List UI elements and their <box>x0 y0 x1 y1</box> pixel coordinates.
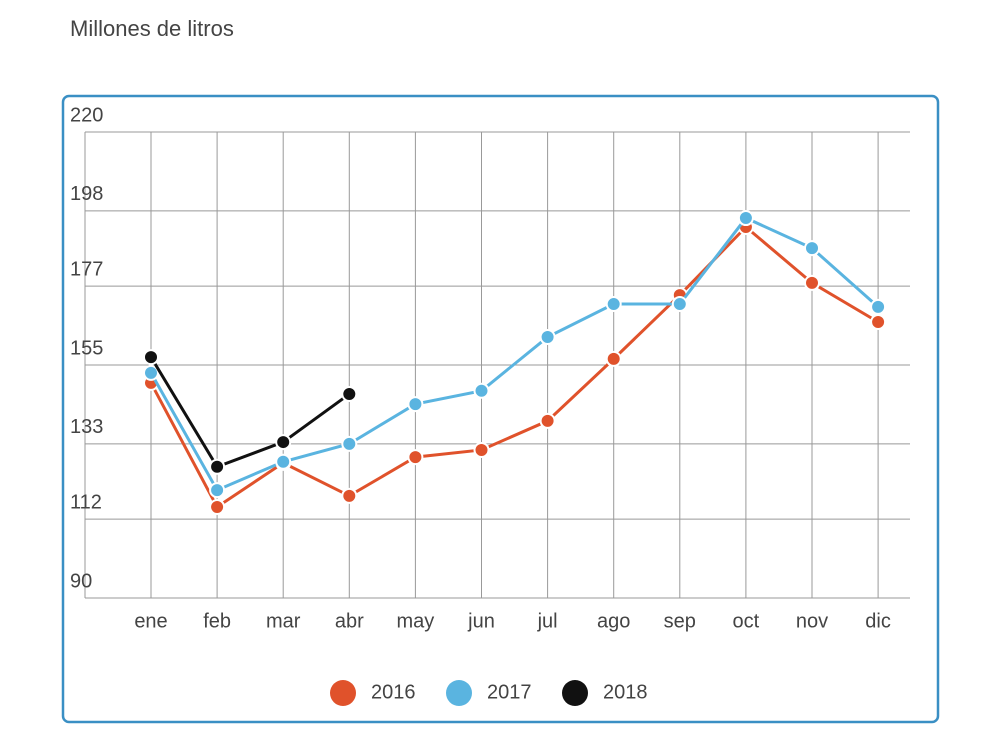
legend-label: 2018 <box>603 681 648 703</box>
data-point <box>341 487 358 504</box>
x-tick-label: may <box>397 610 435 632</box>
y-tick-label: 112 <box>70 491 102 513</box>
x-tick-label: ene <box>134 610 167 632</box>
x-tick-label: jul <box>537 610 558 632</box>
data-point <box>341 435 358 452</box>
data-point <box>539 329 556 346</box>
data-point <box>143 364 159 381</box>
y-tick-label: 155 <box>70 337 103 359</box>
data-point <box>605 296 622 313</box>
data-point <box>143 349 159 366</box>
x-tick-label: mar <box>266 610 301 632</box>
data-point <box>804 274 820 291</box>
data-point <box>539 412 556 429</box>
data-point <box>804 240 820 257</box>
chart-title: Millones de litros <box>70 16 234 41</box>
data-point <box>671 296 688 313</box>
chart-frame <box>61 94 940 724</box>
series-line <box>149 216 880 493</box>
data-point <box>473 441 490 458</box>
y-tick-label: 90 <box>70 570 92 592</box>
data-point <box>341 386 358 403</box>
x-tick-label: feb <box>203 610 231 632</box>
data-point <box>275 434 292 451</box>
x-tick-label: jun <box>467 610 495 632</box>
y-tick-label: 198 <box>70 183 103 205</box>
data-point <box>209 498 226 515</box>
series-line <box>149 356 351 469</box>
data-point <box>605 350 622 367</box>
series-line <box>149 224 879 510</box>
data-point <box>209 458 226 475</box>
x-tick-label: sep <box>664 610 696 632</box>
data-point <box>275 453 292 470</box>
legend-label: 2017 <box>487 681 532 703</box>
x-tick-label: nov <box>796 610 828 632</box>
legend-swatch <box>330 680 356 706</box>
x-tick-label: ago <box>597 610 630 632</box>
y-tick-label: 177 <box>70 258 103 280</box>
legend-swatch <box>562 680 588 706</box>
data-point <box>870 298 887 315</box>
legend-label: 2016 <box>371 681 416 703</box>
data-point <box>209 482 226 499</box>
data-point <box>737 210 754 227</box>
x-tick-label: oct <box>733 610 760 632</box>
y-tick-label: 220 <box>70 104 103 126</box>
data-point <box>407 396 424 413</box>
legend-swatch <box>446 680 472 706</box>
x-tick-label: abr <box>335 610 364 632</box>
data-point <box>473 382 490 399</box>
y-tick-label: 133 <box>70 416 103 438</box>
data-point <box>870 313 887 330</box>
x-tick-label: dic <box>865 610 891 632</box>
data-point <box>407 449 424 466</box>
